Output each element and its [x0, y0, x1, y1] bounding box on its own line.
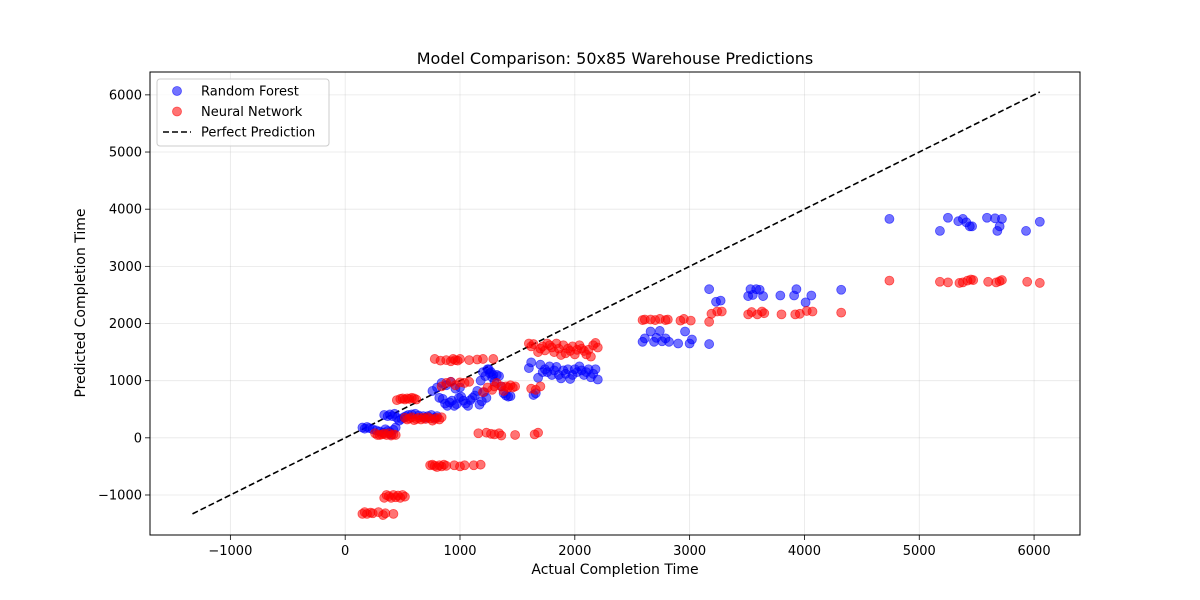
random-forest-point	[639, 333, 650, 344]
random-forest-point	[590, 364, 601, 375]
random-forest-point	[791, 284, 802, 295]
neural-network-point	[592, 342, 603, 353]
neural-network-point	[411, 394, 422, 405]
neural-network-point	[478, 354, 488, 364]
legend: Random Forest Neural Network Perfect Predi…	[156, 78, 330, 147]
neural-network-point	[464, 376, 475, 387]
random-forest-point	[836, 284, 847, 295]
neural-network-point	[585, 351, 596, 362]
random-forest-point	[526, 357, 537, 368]
perfect-prediction-line	[192, 91, 1041, 515]
legend-label-neural-network: Neural Network	[201, 105, 303, 120]
neural-network-point	[704, 316, 715, 327]
neural-network-point	[441, 460, 452, 471]
legend-label-perfect-prediction: Perfect Prediction	[201, 126, 315, 141]
random-forest-point	[715, 295, 726, 306]
neural-network-point	[455, 354, 465, 364]
legend-marker-neural-network	[172, 106, 182, 117]
neural-network-point	[776, 309, 787, 320]
x-tick-label: 6000	[1018, 544, 1051, 559]
neural-network-point	[528, 339, 539, 349]
neural-network-point	[510, 381, 521, 392]
reference-line-layer	[192, 91, 1041, 515]
legend-box	[156, 78, 330, 147]
neural-network-point	[716, 306, 727, 317]
x-tick-label: 1000	[443, 544, 476, 559]
random-forest-point	[997, 214, 1007, 224]
neural-network-point	[473, 428, 484, 439]
neural-network-point	[436, 412, 447, 423]
axis-ticks: −1000 0 1000 2000 3000 4000 5000 6000 −1000 0 1000…	[98, 88, 1051, 559]
y-tick-label: −1000	[98, 488, 142, 503]
x-tick-label: 4000	[788, 544, 821, 559]
random-forest-point	[704, 284, 715, 295]
neural-network-point	[488, 354, 499, 364]
scatter-points	[357, 212, 1045, 520]
random-forest-point	[1034, 216, 1045, 227]
neural-network-point	[997, 275, 1007, 285]
random-forest-point	[704, 339, 715, 349]
neural-network-point	[968, 275, 979, 285]
y-tick-label: 5000	[109, 146, 142, 161]
x-tick-label: 5000	[903, 544, 936, 559]
neural-network-point	[496, 430, 507, 441]
neural-network-point	[533, 427, 543, 438]
random-forest-point	[654, 326, 665, 336]
neural-network-point	[464, 355, 475, 365]
random-forest-point	[592, 374, 603, 385]
y-tick-label: 6000	[109, 88, 142, 103]
neural-network-point	[807, 306, 818, 317]
legend-label-random-forest: Random Forest	[201, 85, 299, 100]
neural-network-point	[836, 307, 847, 318]
neural-network-point	[390, 430, 401, 440]
neural-network-point	[685, 315, 696, 326]
x-tick-label: 2000	[558, 544, 591, 559]
random-forest-point	[687, 334, 697, 345]
grid-lines	[150, 72, 1080, 535]
neural-network-point	[510, 430, 521, 440]
x-tick-label: −1000	[208, 544, 252, 559]
random-forest-point	[1021, 226, 1031, 236]
y-tick-label: 4000	[109, 203, 142, 218]
random-forest-point	[673, 338, 684, 349]
neural-network-point	[535, 381, 546, 392]
random-forest-point	[982, 212, 992, 223]
random-forest-point	[943, 212, 953, 223]
neural-network-point	[983, 276, 994, 287]
random-forest-point	[967, 221, 977, 232]
chart-title: Model Comparison: 50x85 Warehouse Predic…	[417, 49, 814, 68]
neural-network-point	[759, 308, 770, 319]
neural-network-point	[943, 277, 953, 288]
neural-network-point	[884, 275, 895, 286]
random-forest-point	[935, 226, 945, 236]
x-tick-label: 3000	[673, 544, 706, 559]
random-forest-point	[758, 291, 769, 301]
neural-network-point	[1022, 276, 1033, 287]
legend-marker-random-forest	[172, 86, 182, 96]
x-tick-label: 0	[341, 544, 349, 559]
random-forest-point	[775, 290, 786, 301]
y-tick-label: 3000	[109, 260, 142, 275]
neural-network-point	[1034, 278, 1045, 288]
random-forest-point	[806, 290, 817, 301]
random-forest-point	[664, 336, 674, 347]
y-axis-label: Predicted Completion Time	[73, 208, 89, 397]
random-forest-point	[488, 370, 499, 380]
neural-network-point	[475, 459, 486, 470]
y-tick-label: 0	[134, 431, 142, 446]
plot-frame	[149, 71, 1081, 536]
neural-network-point	[459, 460, 470, 471]
y-tick-label: 1000	[109, 374, 142, 389]
x-axis-label: Actual Completion Time	[531, 562, 698, 578]
neural-network-point	[380, 508, 391, 519]
neural-network-point	[399, 491, 410, 502]
neural-network-point	[662, 314, 673, 325]
y-tick-label: 2000	[109, 317, 142, 332]
neural-network-point	[935, 276, 945, 287]
random-forest-point	[884, 214, 895, 224]
random-forest-point	[680, 326, 690, 337]
neural-network-point	[388, 508, 399, 519]
